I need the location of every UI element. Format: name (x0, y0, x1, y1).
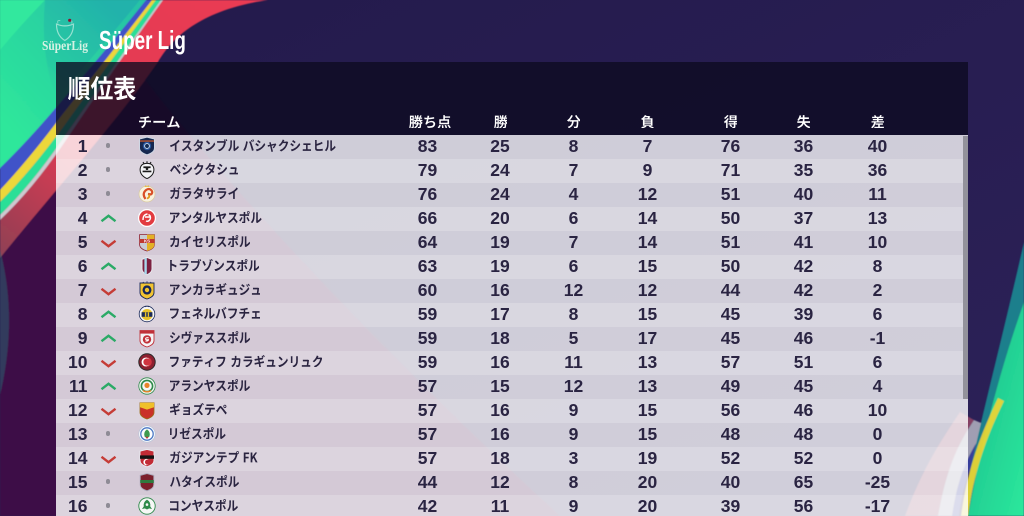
svg-text:KS: KS (144, 238, 150, 243)
